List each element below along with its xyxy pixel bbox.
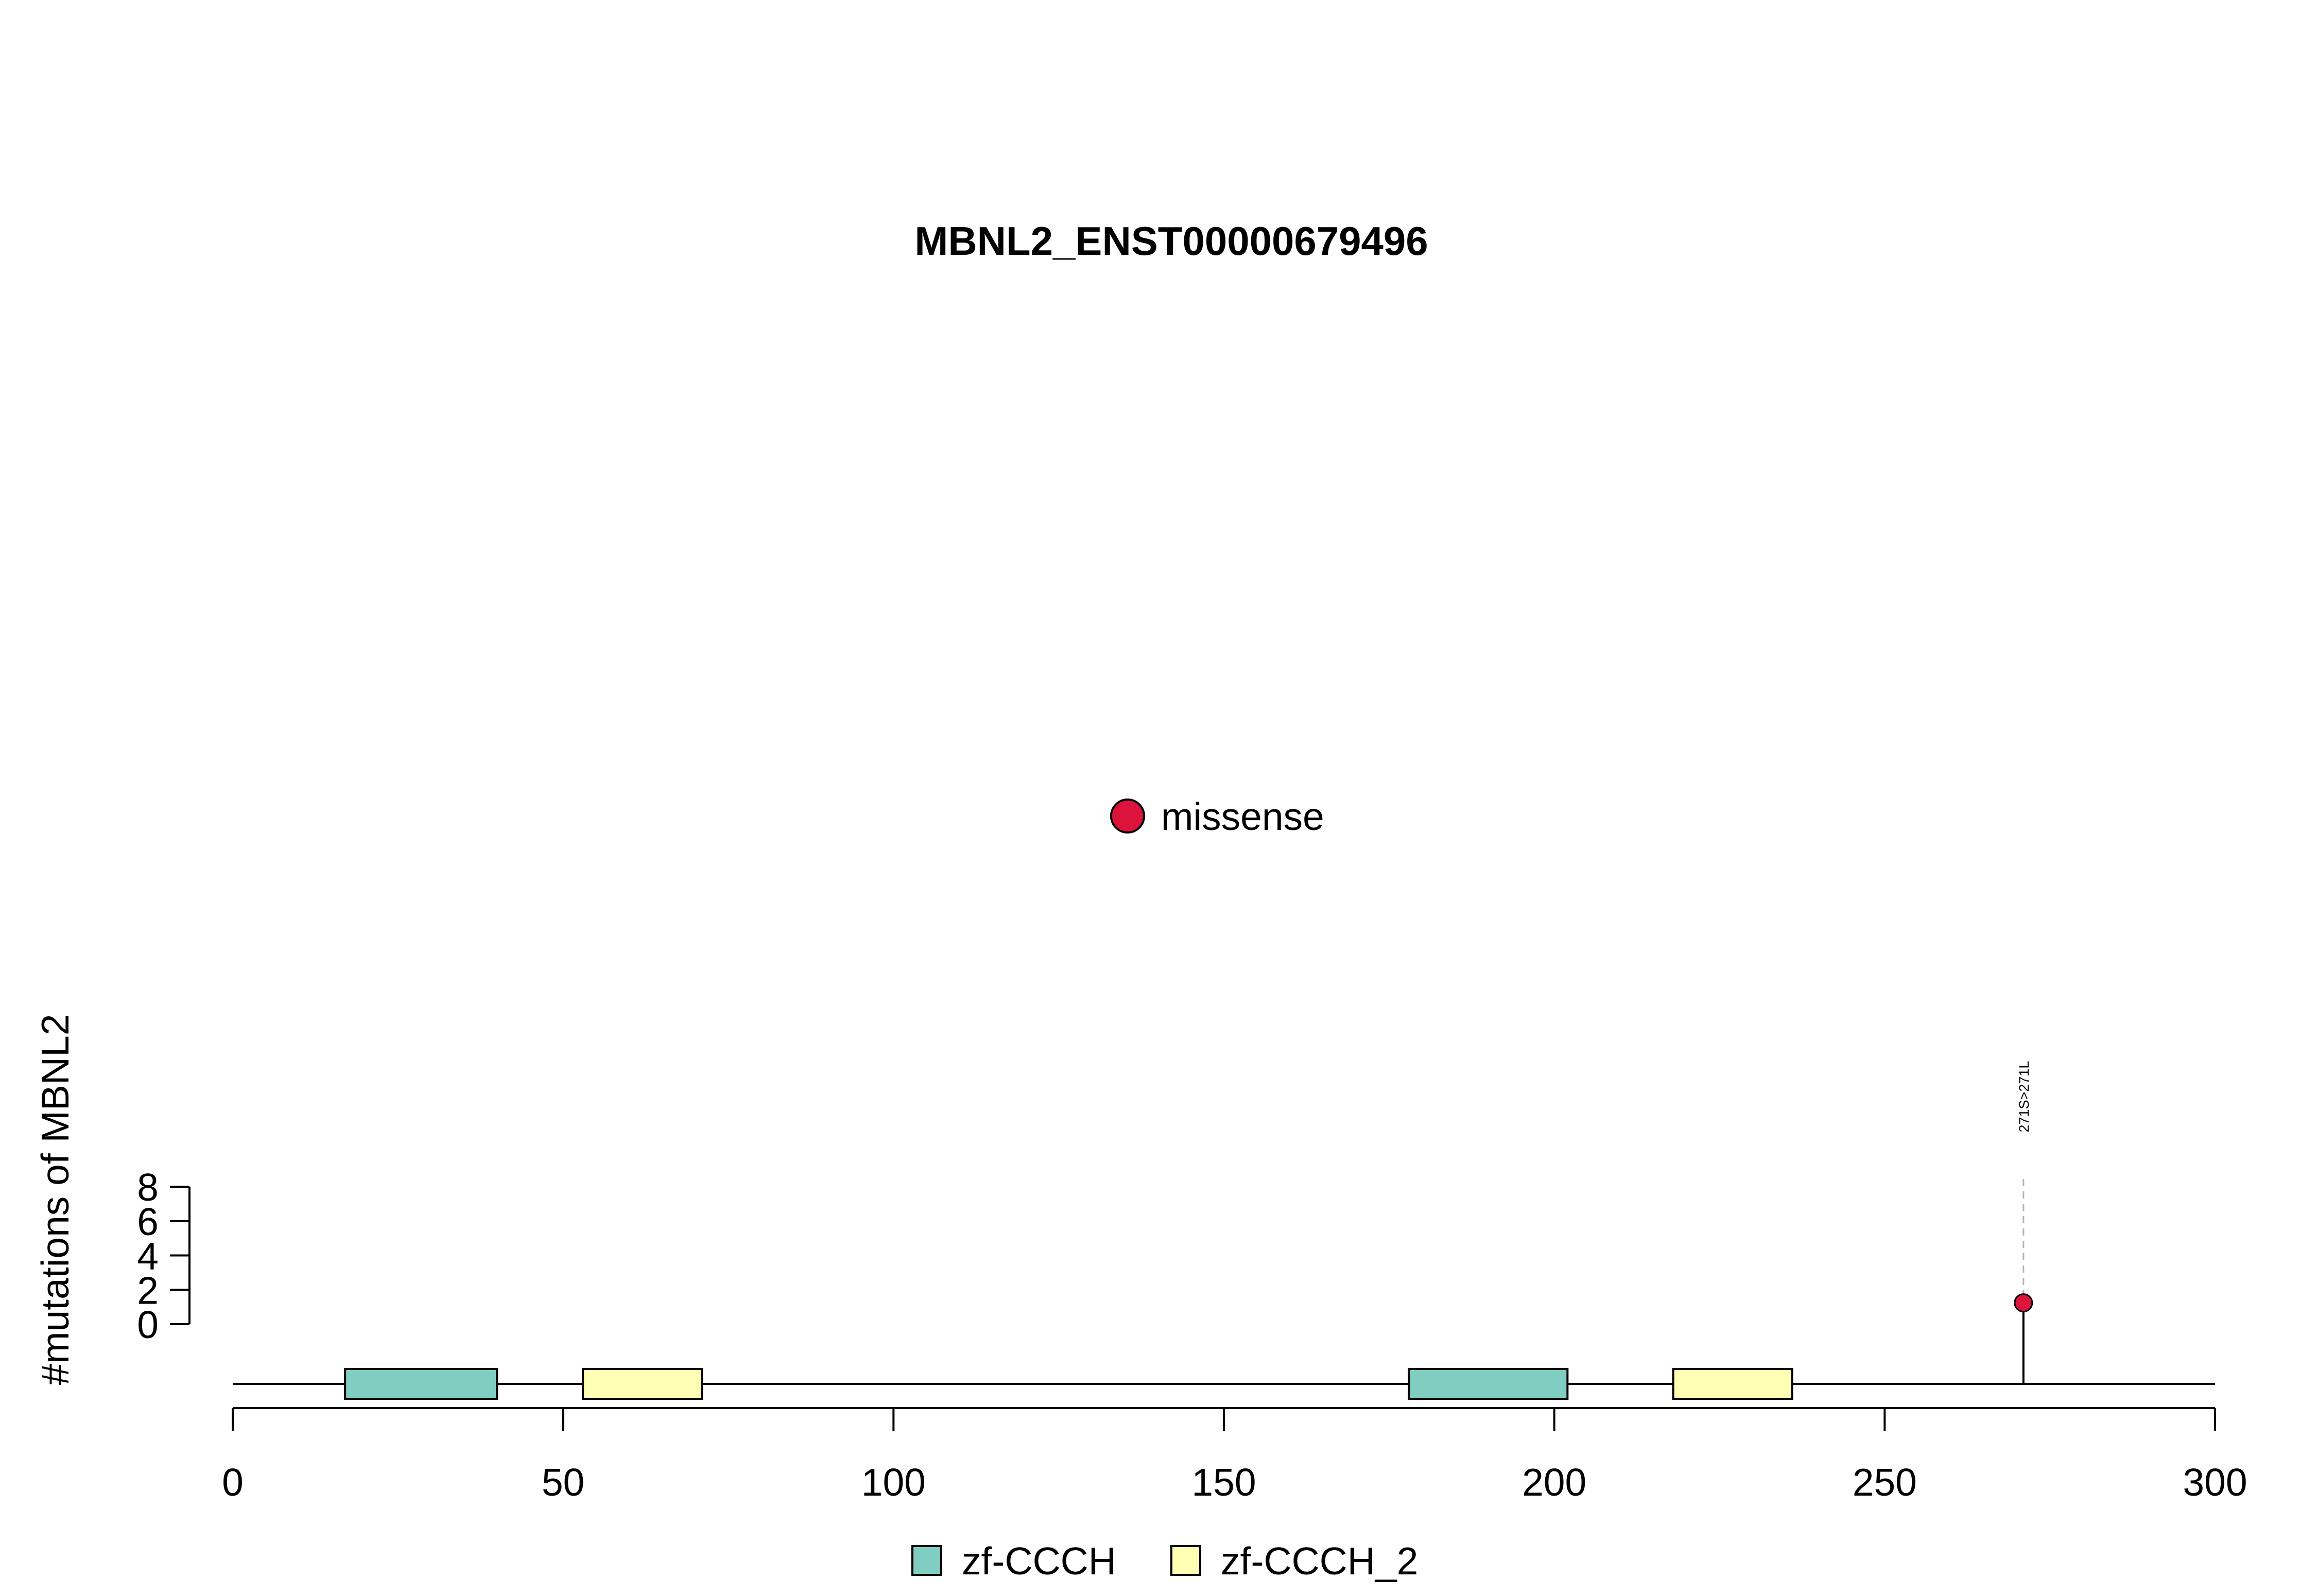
mutation-legend: missense [1110,795,1324,838]
mutation-point [2014,1293,2033,1313]
domain-box [344,1368,498,1400]
y-tick-label: 2 [137,1269,159,1312]
domain-legend-label: zf-CCCH_2 [1221,1539,1418,1583]
y-tick-label: 8 [137,1166,159,1209]
domain-box [582,1368,703,1400]
y-tick-label: 6 [137,1200,159,1243]
domain-legend: zf-CCCH zf-CCCH_2 [911,1539,1418,1583]
x-tick-label: 0 [222,1461,244,1504]
x-tick-label: 300 [2183,1461,2247,1504]
domain-box [1672,1368,1793,1400]
domain-legend-swatch [911,1545,942,1576]
y-tick-label: 0 [137,1303,159,1346]
domain-track [344,1368,1793,1400]
chart-title: MBNL2_ENST00000679496 [914,218,1428,264]
mutation-lollipops: 271S>271L [2014,1061,2033,1384]
x-axis: 0 50 100 150 200 250 300 [222,1407,2247,1504]
domain-box [1408,1368,1569,1400]
domain-legend-label: zf-CCCH [962,1539,1116,1583]
x-tick-label: 150 [1191,1461,1256,1504]
x-tick-label: 50 [542,1461,584,1504]
y-tick-label: 4 [137,1235,159,1278]
mutation-legend-label: missense [1161,795,1324,838]
mutation-label: 271S>271L [2016,1061,2032,1133]
x-tick-label: 250 [1853,1461,1917,1504]
x-tick-label: 200 [1522,1461,1586,1504]
mutation-legend-swatch [1110,799,1145,834]
domain-legend-swatch [1170,1545,1201,1576]
y-axis-label: #mutations of MBNL2 [33,1014,77,1385]
x-tick-label: 100 [861,1461,926,1504]
